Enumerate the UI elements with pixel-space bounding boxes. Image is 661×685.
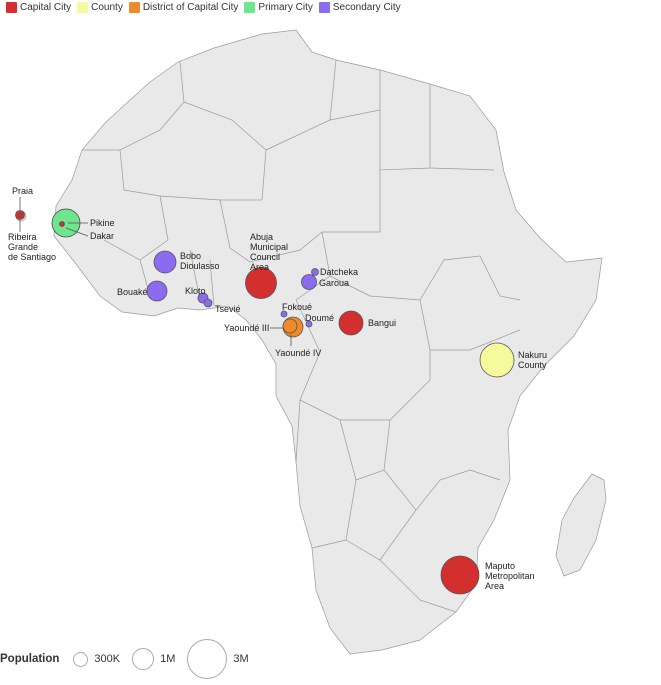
label-doume: Doumé — [305, 313, 334, 323]
legend-label: County — [91, 1, 123, 13]
leader-line — [65, 227, 89, 237]
legend-item-county[interactable]: County — [77, 1, 123, 13]
label-datcheka: Datcheka — [320, 267, 358, 277]
city-bubble-fokoue[interactable] — [280, 310, 288, 318]
secondary-city-swatch — [318, 1, 330, 13]
primary-city-swatch — [244, 1, 256, 13]
label-nakuru-line1: Nakuru — [518, 350, 547, 360]
city-bubble-bangui[interactable] — [338, 310, 364, 336]
district-swatch — [128, 1, 140, 13]
category-legend: Capital City County District of Capital … — [6, 0, 401, 14]
population-size-legend: Population 300K 1M 3M — [0, 639, 249, 679]
size-circle-1m — [132, 648, 155, 670]
label-pikine: Pikine — [90, 218, 115, 228]
city-bubble-ribeira-grande[interactable] — [17, 212, 23, 218]
city-labels: Praia Ribeira Grande de Santiago Pikine … — [8, 186, 547, 591]
label-ribeira-line2: Grande — [8, 242, 38, 252]
label-praia: Praia — [12, 186, 33, 196]
label-dakar: Dakar — [90, 231, 114, 241]
label-maputo-line1: Maputo — [485, 561, 515, 571]
label-bobo-line2: Dioulasso — [180, 261, 220, 271]
population-title: Population — [0, 653, 60, 665]
legend-item-secondary-city[interactable]: Secondary City — [318, 1, 401, 13]
legend-item-district[interactable]: District of Capital City — [128, 1, 239, 13]
size-label-1m: 1M — [160, 653, 176, 665]
city-bubble-doume[interactable] — [305, 320, 313, 328]
size-label-3m: 3M — [233, 653, 249, 665]
label-bobo-line1: Bobo — [180, 251, 201, 261]
label-maputo-line2: Metropolitan — [485, 571, 535, 581]
city-bubble-tsevie[interactable] — [203, 298, 213, 308]
label-abuja-line2: Municipal — [250, 242, 288, 252]
label-ribeira-line1: Ribeira — [8, 232, 37, 242]
legend-item-primary-city[interactable]: Primary City — [244, 1, 313, 13]
city-bubble-nakuru[interactable] — [479, 342, 515, 378]
legend-label: Capital City — [20, 1, 72, 13]
city-bubble-bobo-dioulasso[interactable] — [153, 250, 177, 274]
label-maputo-line3: Area — [485, 581, 504, 591]
size-circle-3m — [187, 639, 228, 679]
size-circle-300k — [73, 651, 89, 667]
city-bubble-garoua[interactable] — [301, 274, 317, 290]
label-nakuru-line2: County — [518, 360, 547, 370]
legend-label: Primary City — [258, 1, 313, 13]
city-bubbles — [15, 197, 515, 595]
legend-item-capital-city[interactable]: Capital City — [6, 1, 72, 13]
county-swatch — [77, 1, 89, 13]
label-bouake: Bouaké — [117, 287, 148, 297]
legend-label: Secondary City — [332, 1, 401, 13]
label-ribeira-line3: de Santiago — [8, 252, 56, 262]
size-label-300k: 300K — [94, 653, 121, 665]
city-bubble-abuja[interactable] — [245, 267, 277, 299]
label-yaounde-iv: Yaoundé IV — [275, 348, 321, 358]
label-abuja-line1: Abuja — [250, 232, 273, 242]
label-yaounde-iii: Yaoundé III — [224, 323, 269, 333]
label-tsevie: Tsevié — [215, 304, 241, 314]
country-borders — [82, 59, 521, 613]
label-abuja-line4: Area — [250, 262, 269, 272]
city-bubble-bouake[interactable] — [146, 280, 168, 302]
label-garoua: Garoua — [319, 278, 349, 288]
label-fokoue: Fokoué — [282, 302, 312, 312]
city-bubble-dakar[interactable] — [59, 221, 65, 227]
label-abuja-line3: Council — [250, 252, 280, 262]
madagascar-landmass — [555, 473, 607, 577]
city-bubble-datcheka[interactable] — [311, 268, 319, 276]
africa-landmass — [53, 29, 603, 655]
label-bangui: Bangui — [368, 318, 396, 328]
label-kloto: Kloto — [185, 286, 206, 296]
city-bubble-maputo[interactable] — [440, 555, 480, 595]
legend-label: District of Capital City — [142, 1, 239, 13]
capital-city-swatch — [6, 1, 17, 13]
city-bubble-yaounde-iv[interactable] — [282, 318, 298, 334]
